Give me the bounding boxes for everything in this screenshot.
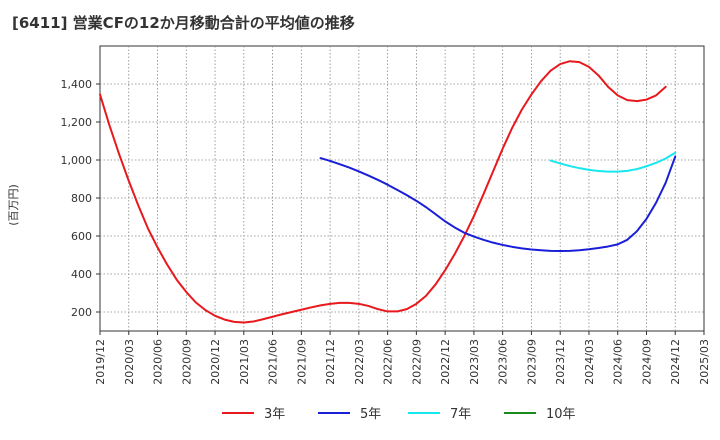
legend-label-3: 10年	[546, 407, 576, 422]
plot-area	[99, 45, 705, 332]
y-axis: 200 400 600 800 1,000 1,200 1,400	[61, 78, 100, 319]
x-tick-label: 2025/03	[698, 339, 711, 385]
x-tick-label: 2023/09	[525, 339, 538, 385]
series-line-1	[319, 155, 677, 253]
x-tick-label: 2024/06	[612, 339, 625, 385]
x-axis: 2019/12 2020/03 2020/06 2020/09 2020/12 2021/…	[94, 331, 711, 385]
x-tick-label: 2023/12	[554, 339, 567, 385]
y-tick-label: 200	[71, 306, 92, 319]
x-tick-label: 2021/03	[238, 339, 251, 385]
x-tick-label: 2023/06	[497, 339, 510, 385]
x-tick-label: 2021/09	[295, 339, 308, 385]
x-tick-label: 2022/12	[439, 339, 452, 385]
legend: 3年 5年 7年 10年	[222, 407, 576, 422]
x-tick-label: 2020/12	[209, 339, 222, 385]
y-tick-label: 600	[71, 230, 92, 243]
grid-lines	[100, 46, 704, 331]
x-tick-label: 2022/06	[382, 339, 395, 385]
y-tick-label: 800	[71, 192, 92, 205]
series-lines	[99, 60, 677, 324]
y-tick-label: 1,400	[61, 78, 93, 91]
x-tick-label: 2023/03	[468, 339, 481, 385]
x-tick-label: 2021/06	[267, 339, 280, 385]
y-axis-label: (百万円)	[7, 184, 20, 226]
x-tick-label: 2024/12	[669, 339, 682, 385]
x-tick-label: 2020/03	[123, 339, 136, 385]
series-line-0	[99, 60, 667, 324]
x-tick-label: 2021/12	[324, 339, 337, 385]
x-tick-label: 2022/03	[353, 339, 366, 385]
chart-title: [6411] 営業CFの12か月移動合計の平均値の推移	[12, 14, 355, 32]
legend-label-2: 7年	[450, 407, 471, 422]
y-tick-label: 1,200	[61, 116, 93, 129]
x-tick-label: 2024/09	[640, 339, 653, 385]
x-tick-label: 2022/09	[410, 339, 423, 385]
y-tick-label: 400	[71, 268, 92, 281]
x-tick-label: 2024/03	[583, 339, 596, 385]
legend-label-1: 5年	[360, 407, 381, 422]
series-line-2	[549, 151, 677, 173]
x-tick-label: 2019/12	[94, 339, 107, 385]
legend-label-0: 3年	[264, 407, 285, 422]
x-tick-label: 2020/09	[180, 339, 193, 385]
x-tick-label: 2020/06	[152, 339, 165, 385]
y-tick-label: 1,000	[61, 154, 93, 167]
